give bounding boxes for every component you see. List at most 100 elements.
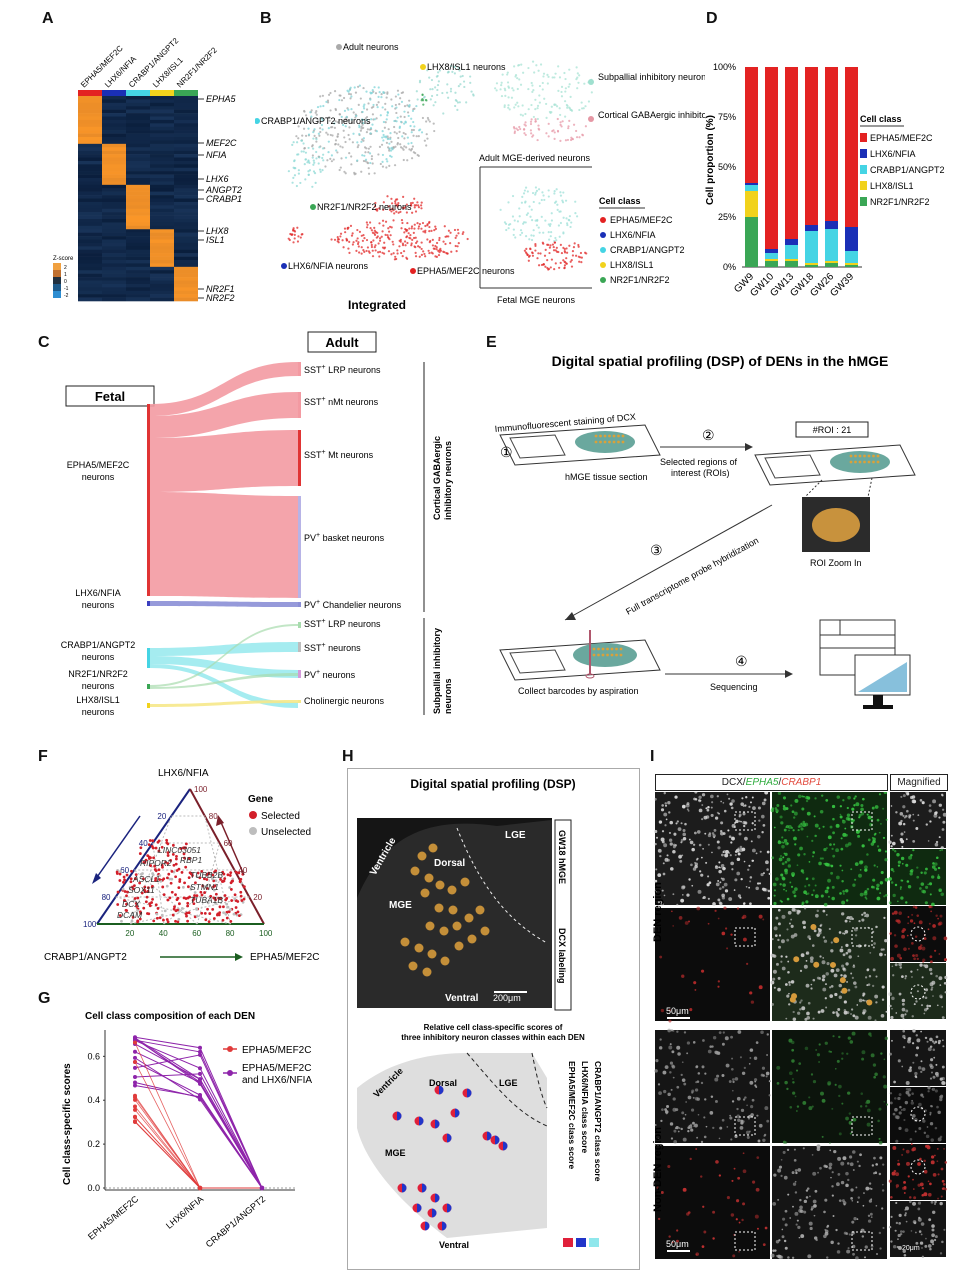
nonden-crabp1-tile-speck (712, 1237, 715, 1240)
ternary-point (192, 897, 196, 901)
umap-dot (564, 115, 567, 118)
umap-dot (514, 75, 517, 78)
umap-dot (386, 110, 389, 114)
umap-dot (535, 224, 539, 227)
magnified-tile-speck (938, 888, 943, 893)
nonden-dcx-tile-speck (675, 1126, 679, 1130)
umap-dot (377, 95, 380, 98)
umap-dot (338, 94, 341, 97)
umap-dot (362, 137, 365, 140)
den-epha5-tile-speck (825, 798, 829, 802)
nonden-epha5-tile-speck (866, 1108, 871, 1113)
heatmap-col-color (126, 90, 150, 96)
umap-dot (347, 133, 350, 137)
umap-dot (569, 225, 572, 229)
zoom-box (734, 811, 756, 831)
nonden-epha5-tile-speck (791, 1048, 795, 1052)
comp-point (133, 1036, 137, 1041)
magnified-tile-speck (912, 954, 915, 958)
umap-dot (427, 118, 430, 121)
celltype-legend-marker (600, 232, 606, 238)
umap-dot (343, 170, 346, 173)
magnified-tile-speck (940, 1096, 943, 1099)
micrograph-grid: DEN region Non-DEN region 50μm 50μm 20μm (652, 792, 948, 1260)
umap-dot (554, 262, 557, 265)
dsp-legend-label: LHX6/NFIA class score (580, 1061, 590, 1154)
roi-dot (858, 460, 862, 464)
nonden-merge-tile-speck (809, 1226, 813, 1231)
magnified-tile-speck (918, 920, 923, 925)
umap-dot (554, 200, 558, 203)
den-merge-tile-speck (803, 964, 808, 969)
den-merge-tile-speck (775, 916, 779, 920)
den-merge-tile-speck (830, 968, 835, 973)
umap-dot (590, 91, 593, 94)
umap-dot (387, 250, 391, 253)
heatmap-cell (102, 195, 126, 199)
den-merge-tile-speck (858, 998, 863, 1003)
dsp-score-dot-half (397, 1111, 402, 1121)
ternary-tick-right: 100 (194, 785, 208, 794)
umap-dot (368, 152, 372, 155)
umap-dot (359, 97, 362, 100)
umap-dot (402, 207, 406, 210)
nonden-merge-tile-speck (824, 1228, 827, 1231)
den-epha5-tile-speck (777, 792, 782, 795)
magnified-tile-speck (907, 916, 910, 918)
magnified-tile-speck (931, 1233, 935, 1238)
magnified-tile-speck (934, 1071, 939, 1076)
umap-dot (411, 211, 414, 214)
ternary-point (199, 890, 203, 894)
umap-dot (420, 241, 423, 244)
umap-dot (530, 132, 533, 135)
umap-dot (533, 71, 536, 74)
heatmap-gene-label: MEF2C (206, 138, 237, 148)
heatmap-cell (174, 277, 198, 281)
umap-dot (350, 121, 353, 124)
magnified-tile-speck (901, 862, 904, 865)
nonden-crabp1-tile-speck (700, 1175, 703, 1178)
ternary-point (170, 870, 174, 873)
adult-legend-marker-1 (588, 79, 594, 85)
umap-dot (348, 88, 351, 92)
umap-dot (413, 107, 416, 110)
nonden-epha5-tile-speck (859, 1105, 863, 1108)
den-epha5-tile-speck (815, 834, 817, 837)
den-merge-tile-speck (788, 981, 791, 984)
den-epha5-tile-speck (872, 878, 876, 882)
heatmap-cell (126, 137, 150, 141)
heatmap-cell (150, 294, 174, 298)
umap-dot (568, 215, 571, 218)
umap-dot (396, 116, 399, 119)
bar-segment (785, 245, 798, 259)
umap-dot (568, 244, 571, 247)
umap-dot (378, 239, 382, 242)
umap-dot (394, 202, 397, 205)
heatmap-cell (126, 236, 150, 240)
den-epha5-tile-speck (860, 812, 865, 816)
den-crabp1-tile-speck (717, 980, 720, 983)
umap-dot (466, 237, 469, 241)
magnified-tile-speck (913, 957, 916, 961)
ternary-left-label: CRABP1/ANGPT2 (44, 952, 127, 963)
umap-dot (574, 254, 578, 257)
comp-ytick: 0.0 (87, 1183, 100, 1193)
heatmap-cell (102, 290, 126, 295)
den-epha5-tile-speck (784, 852, 788, 856)
nonden-dcx-tile-speck (696, 1136, 699, 1139)
umap-dot (470, 90, 473, 93)
den-epha5-tile-speck (819, 857, 823, 860)
den-epha5-tile-speck (858, 813, 862, 817)
magnified-tile-speck (905, 838, 908, 841)
den-merge-tile-speck (843, 1010, 848, 1015)
den-merge-tile-speck (841, 912, 845, 916)
ternary-point (123, 890, 127, 893)
umap-dot (531, 191, 535, 195)
umap-dot (358, 126, 361, 129)
ternary-gene-label: LINC03051 (158, 845, 201, 855)
heatmap-cell (78, 232, 102, 237)
magnified-tile-speck (910, 854, 913, 857)
umap-dot (312, 147, 315, 150)
nonden-merge-tile-speck (859, 1153, 862, 1157)
magnified-tile-speck (900, 1013, 905, 1018)
